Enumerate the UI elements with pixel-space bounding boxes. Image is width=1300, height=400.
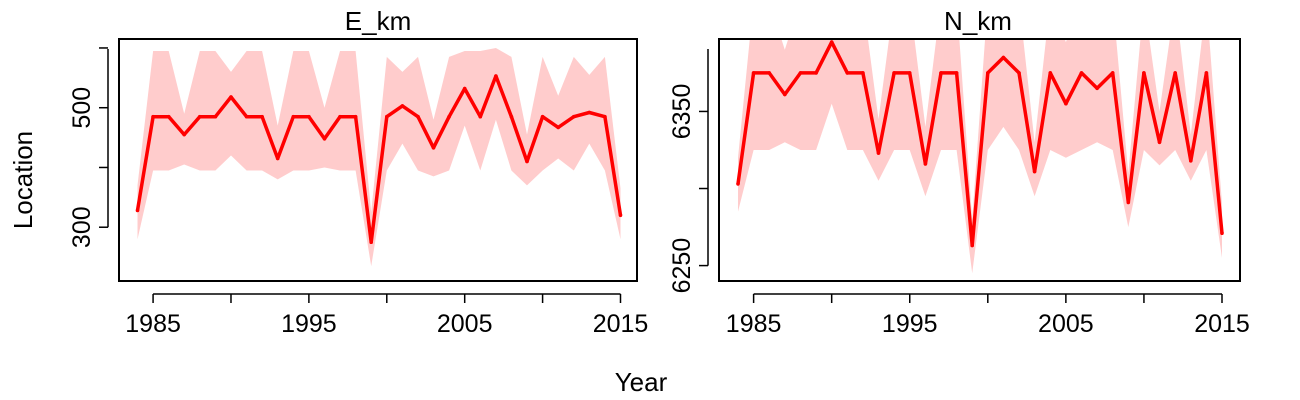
data-point xyxy=(1204,71,1209,75)
data-point xyxy=(1126,200,1131,205)
data-point xyxy=(986,71,990,75)
x-tick-label: 2015 xyxy=(1194,310,1250,338)
y-tick-label: 6250 xyxy=(668,238,696,294)
data-point xyxy=(416,114,420,119)
data-point xyxy=(182,132,186,137)
y-axis: 300 500 xyxy=(68,47,109,248)
series-points xyxy=(736,40,1224,248)
data-point xyxy=(907,71,912,75)
data-point xyxy=(307,114,311,119)
x-tick-label: 1985 xyxy=(726,310,782,338)
data-point xyxy=(385,114,389,119)
data-point xyxy=(1001,55,1006,60)
plot-frame xyxy=(718,38,1241,282)
data-point xyxy=(767,71,771,75)
data-point xyxy=(587,110,592,115)
data-point xyxy=(322,137,327,141)
data-point xyxy=(400,104,405,108)
data-point xyxy=(1173,71,1177,75)
x-axis: 1985 1995 2005 2015 xyxy=(726,293,1250,338)
x-tick-label: 2015 xyxy=(593,310,649,338)
data-point xyxy=(369,240,374,244)
plot-frame xyxy=(118,38,638,282)
x-tick-label: 2005 xyxy=(437,310,493,338)
data-point xyxy=(431,146,436,150)
panel-n-km: N_km 1985 1995 2005 2015 6250 6350 xyxy=(668,6,1250,338)
y-axis-title: Location xyxy=(8,131,38,229)
data-point xyxy=(229,95,233,99)
data-point xyxy=(1142,71,1146,75)
data-point xyxy=(462,86,467,91)
data-point xyxy=(814,71,818,75)
data-point xyxy=(275,156,280,161)
data-point xyxy=(1095,86,1099,91)
data-point xyxy=(338,114,342,119)
data-point xyxy=(1157,140,1162,145)
data-point xyxy=(572,114,576,119)
x-tick-label: 1995 xyxy=(882,310,938,338)
series-points xyxy=(135,74,623,244)
data-point xyxy=(353,114,358,119)
panel-title: N_km xyxy=(944,6,1012,36)
data-point xyxy=(876,151,881,155)
data-point xyxy=(291,114,296,119)
data-point xyxy=(1220,231,1224,235)
data-point xyxy=(1048,71,1053,75)
y-tick-label: 300 xyxy=(68,206,96,248)
confidence-band xyxy=(137,48,621,267)
data-point xyxy=(556,125,560,130)
confidence-band xyxy=(738,39,1222,274)
data-point xyxy=(1064,101,1068,106)
data-point xyxy=(736,182,740,186)
data-point xyxy=(260,114,264,119)
data-point xyxy=(213,114,218,119)
data-point xyxy=(494,74,498,78)
data-point xyxy=(244,114,249,119)
data-point xyxy=(603,114,607,119)
x-axis-title: Year xyxy=(615,367,668,397)
data-point xyxy=(1110,71,1115,75)
data-point xyxy=(751,71,756,75)
data-point xyxy=(845,71,850,75)
y-axis: 6250 6350 xyxy=(668,49,709,294)
data-point xyxy=(151,114,155,119)
data-point xyxy=(618,213,623,218)
data-point xyxy=(540,114,545,119)
y-tick-label: 6350 xyxy=(668,84,696,140)
data-point xyxy=(1017,71,1021,75)
data-point xyxy=(135,208,140,213)
x-tick-label: 1985 xyxy=(125,310,181,338)
data-point xyxy=(939,71,943,75)
data-point xyxy=(447,114,451,119)
data-point xyxy=(829,40,834,44)
data-point xyxy=(954,71,959,75)
plot-area xyxy=(135,48,623,267)
data-point xyxy=(923,162,928,166)
x-tick-label: 1995 xyxy=(281,310,337,338)
plot-area xyxy=(736,39,1224,274)
data-point xyxy=(525,159,529,164)
panel-title: E_km xyxy=(345,6,411,36)
data-point xyxy=(1079,71,1084,75)
data-point xyxy=(478,114,483,119)
series-line xyxy=(736,40,1224,248)
data-point xyxy=(509,114,514,119)
y-tick-label: 500 xyxy=(68,87,96,129)
data-point xyxy=(198,114,202,119)
data-point xyxy=(166,114,171,119)
data-point xyxy=(1032,169,1037,174)
panel-e-km: E_km 1985 1995 2005 2015 300 500 xyxy=(68,6,648,338)
x-tick-label: 2005 xyxy=(1038,310,1094,338)
data-point xyxy=(892,71,896,75)
series-line xyxy=(135,74,623,244)
data-point xyxy=(798,71,803,75)
data-point xyxy=(970,243,974,248)
data-point xyxy=(1189,159,1193,163)
x-axis: 1985 1995 2005 2015 xyxy=(125,293,649,338)
data-point xyxy=(861,71,865,75)
data-point xyxy=(783,92,787,97)
